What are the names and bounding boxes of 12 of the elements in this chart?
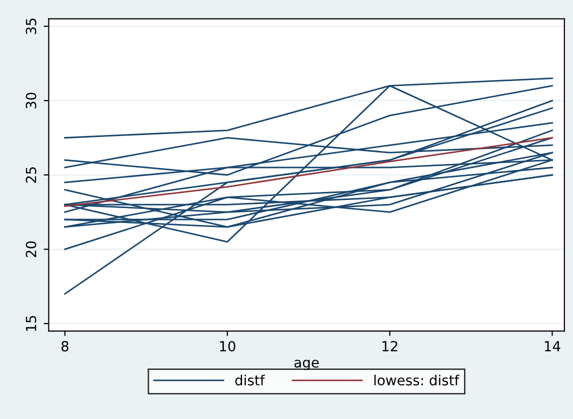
y-tick-label: 25 [26, 167, 36, 183]
y-tick-label: 20 [26, 241, 36, 258]
x-tick-label: 8 [61, 340, 68, 352]
x-tick-label: 12 [382, 340, 398, 352]
legend-label: distf [235, 374, 266, 386]
legend-label: lowess: distf [374, 374, 460, 386]
x-axis-title: age [294, 360, 319, 370]
y-tick-label: 30 [26, 92, 36, 108]
x-tick-label: 14 [544, 341, 560, 352]
y-tick-label: 35 [26, 18, 36, 34]
y-tick-label: 15 [26, 316, 36, 331]
x-tick-label: 10 [220, 340, 236, 352]
